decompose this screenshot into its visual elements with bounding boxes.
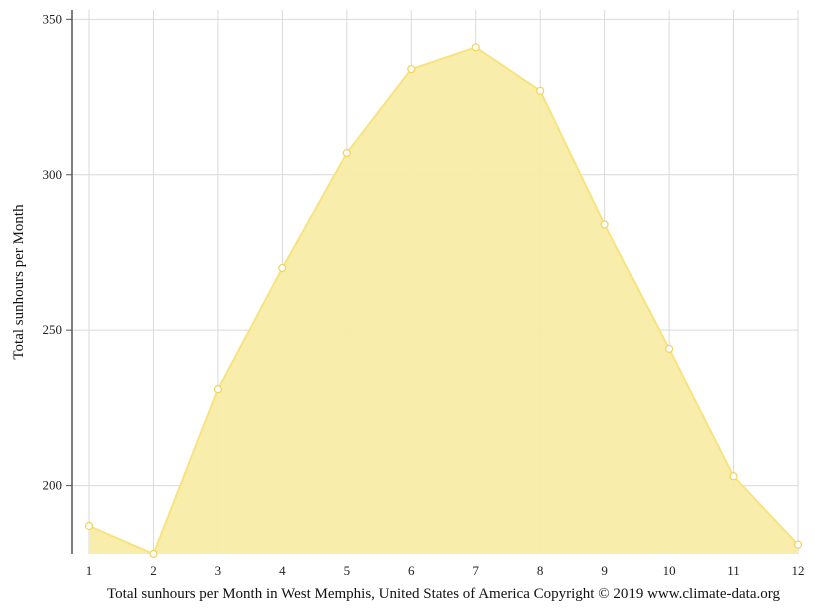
y-axis-title: Total sunhours per Month [11, 204, 27, 360]
x-tick-label-3: 3 [215, 563, 222, 578]
data-point-1 [84, 521, 94, 531]
data-markers [84, 43, 803, 559]
data-point-4 [278, 263, 287, 273]
x-tick-label-10: 10 [663, 563, 676, 578]
data-point-2 [149, 549, 158, 559]
x-tick-label-2: 2 [150, 563, 157, 578]
series-area [89, 47, 798, 554]
data-point-11 [729, 472, 738, 481]
data-point-8 [536, 86, 545, 95]
data-point-3 [213, 385, 223, 394]
x-tick-label-6: 6 [408, 563, 415, 578]
data-point-5 [342, 148, 351, 158]
x-tick-label-8: 8 [537, 563, 544, 578]
x-tick-label-9: 9 [601, 563, 608, 578]
x-tick-label-1: 1 [86, 563, 93, 578]
x-tick-label-7: 7 [472, 563, 479, 578]
data-point-7 [471, 43, 480, 52]
x-tick-label-4: 4 [279, 563, 286, 578]
x-axis-title: Total sunhours per Month in West Memphis… [107, 586, 780, 602]
x-tick-label-12: 12 [792, 563, 805, 578]
data-point-9 [600, 220, 609, 229]
data-point-12 [793, 540, 803, 549]
area-layer [88, 46, 799, 556]
x-tick-label-11: 11 [727, 563, 740, 578]
series-line [88, 46, 799, 556]
data-point-10 [664, 344, 674, 353]
y-tick-label-350: 350 [43, 11, 63, 26]
y-tick-label-200: 200 [43, 478, 63, 493]
x-tick-label-5: 5 [344, 563, 351, 578]
y-tick-label-300: 300 [43, 167, 63, 182]
y-tick-label-250: 250 [43, 322, 63, 337]
data-point-6 [407, 64, 416, 74]
axes [66, 10, 73, 554]
